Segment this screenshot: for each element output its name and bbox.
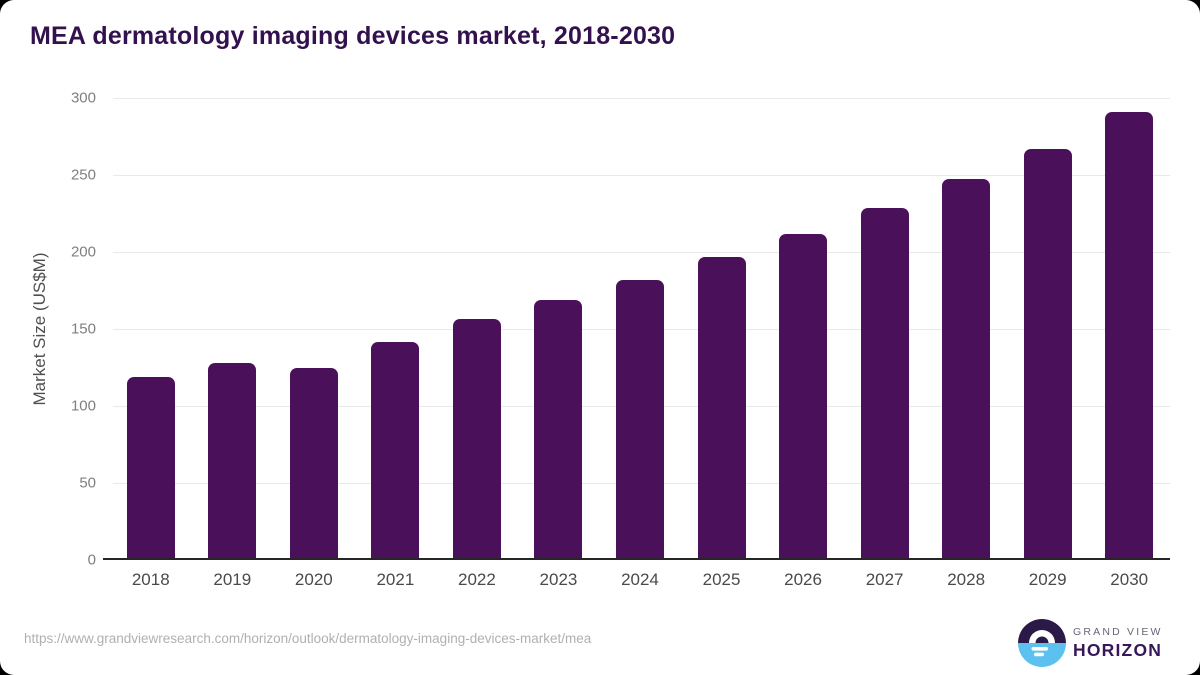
y-axis-title: Market Size (US$M) — [30, 252, 49, 406]
x-tick-label-2022: 2022 — [457, 570, 496, 589]
sun-arc-icon — [1029, 630, 1055, 643]
bar-2029 — [1023, 148, 1072, 558]
source-url: https://www.grandviewresearch.com/horizo… — [24, 631, 592, 646]
y-tick-label-50: 50 — [79, 474, 96, 492]
y-tick-label-150: 150 — [70, 320, 96, 338]
y-tick-label-250: 250 — [70, 166, 96, 184]
bar-2022 — [452, 318, 501, 558]
bar-2026 — [779, 234, 828, 558]
x-tick-label-2020: 2020 — [294, 570, 333, 589]
bar-2020 — [289, 367, 338, 558]
x-axis-line — [103, 558, 1170, 560]
y-tick-label-100: 100 — [70, 397, 96, 415]
x-tick-label-2025: 2025 — [702, 570, 741, 589]
grand-view-horizon-logo-icon — [1018, 619, 1066, 667]
horizon-reflection-bar-1 — [1031, 647, 1048, 651]
x-tick-label-2023: 2023 — [539, 570, 578, 589]
brand-name-grand-view: GRAND VIEW — [1073, 625, 1163, 638]
x-tick-label-2029: 2029 — [1028, 570, 1067, 589]
y-tick-label-200: 200 — [70, 243, 96, 261]
bar-2024 — [616, 280, 664, 558]
x-tick-label-2024: 2024 — [621, 570, 659, 589]
x-tick-label-2021: 2021 — [376, 570, 415, 589]
brand-logo-text: GRAND VIEW HORIZON — [1073, 626, 1163, 661]
x-tick-label-2030: 2030 — [1110, 570, 1149, 589]
bar-2021 — [371, 341, 420, 558]
x-tick-label-2027: 2027 — [865, 570, 904, 589]
y-tick-label-300: 300 — [70, 89, 96, 107]
y-tick-label-0: 0 — [87, 551, 96, 569]
bar-2018 — [126, 377, 175, 558]
x-tick-label-2019: 2019 — [213, 570, 252, 589]
x-tick-label-2028: 2028 — [947, 570, 986, 589]
page-title: MEA dermatology imaging devices market, … — [30, 22, 676, 50]
x-tick-label-2026: 2026 — [784, 570, 822, 589]
gridline-250 — [113, 175, 1170, 176]
gridline-300 — [113, 98, 1170, 99]
gridline-200 — [113, 252, 1170, 253]
bar-2025 — [697, 257, 746, 558]
bar-2028 — [942, 179, 991, 558]
brand-name-horizon: HORIZON — [1073, 639, 1163, 660]
bar-2027 — [860, 208, 909, 558]
brand-logo: GRAND VIEW HORIZON — [1018, 619, 1163, 667]
horizon-reflection-bar-2 — [1034, 652, 1044, 657]
x-tick-label-2018: 2018 — [131, 570, 170, 589]
bar-2019 — [208, 363, 257, 558]
chart-area: 0 50 100 150 200 250 300 2018 2019 2020 2021 2022 20… — [71, 90, 1170, 589]
bar-2023 — [534, 300, 583, 558]
bar-2030 — [1105, 111, 1154, 558]
